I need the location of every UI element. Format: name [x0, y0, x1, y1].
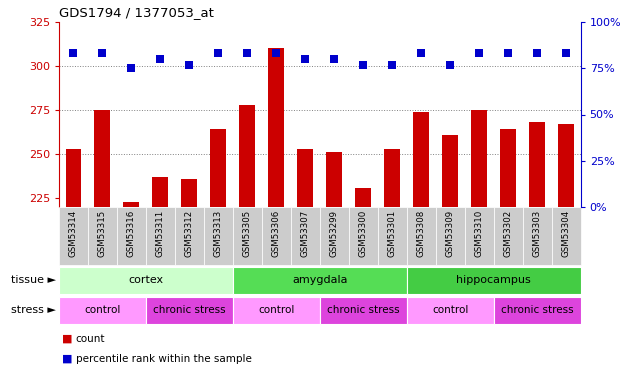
FancyBboxPatch shape: [407, 267, 581, 294]
Point: [271, 51, 281, 57]
Text: GSM53312: GSM53312: [185, 210, 194, 257]
Text: ■: ■: [62, 354, 73, 364]
Point: [329, 56, 339, 62]
FancyBboxPatch shape: [233, 207, 262, 265]
FancyBboxPatch shape: [233, 297, 320, 324]
Text: stress ►: stress ►: [11, 305, 56, 315]
Text: GSM53301: GSM53301: [388, 210, 397, 257]
FancyBboxPatch shape: [59, 297, 146, 324]
Bar: [297, 149, 313, 207]
Bar: [268, 48, 284, 207]
Text: hippocampus: hippocampus: [456, 275, 531, 285]
FancyBboxPatch shape: [59, 207, 88, 265]
Text: tissue ►: tissue ►: [11, 275, 56, 285]
Text: GSM53299: GSM53299: [330, 210, 339, 257]
Text: GSM53305: GSM53305: [243, 210, 252, 257]
Point: [214, 51, 224, 57]
Text: chronic stress: chronic stress: [327, 305, 399, 315]
FancyBboxPatch shape: [320, 297, 407, 324]
Bar: [355, 188, 371, 207]
Text: chronic stress: chronic stress: [501, 305, 573, 315]
Text: GSM53300: GSM53300: [359, 210, 368, 257]
Text: count: count: [76, 334, 106, 344]
Text: GSM53316: GSM53316: [127, 210, 136, 257]
Point: [301, 56, 310, 62]
Point: [155, 56, 165, 62]
FancyBboxPatch shape: [436, 207, 465, 265]
Point: [97, 51, 107, 57]
Text: GSM53308: GSM53308: [417, 210, 426, 257]
Text: control: control: [432, 305, 468, 315]
FancyBboxPatch shape: [291, 207, 320, 265]
Text: GSM53314: GSM53314: [69, 210, 78, 257]
Bar: [239, 105, 255, 207]
FancyBboxPatch shape: [204, 207, 233, 265]
Bar: [471, 110, 487, 207]
Text: ■: ■: [62, 334, 73, 344]
Point: [532, 51, 542, 57]
Bar: [327, 152, 342, 207]
Text: control: control: [258, 305, 294, 315]
Text: GSM53306: GSM53306: [272, 210, 281, 257]
FancyBboxPatch shape: [233, 267, 407, 294]
Text: GSM53311: GSM53311: [156, 210, 165, 257]
FancyBboxPatch shape: [349, 207, 378, 265]
FancyBboxPatch shape: [378, 207, 407, 265]
Point: [68, 51, 78, 57]
FancyBboxPatch shape: [494, 207, 523, 265]
Text: GSM53315: GSM53315: [98, 210, 107, 257]
FancyBboxPatch shape: [262, 207, 291, 265]
Point: [416, 51, 426, 57]
FancyBboxPatch shape: [117, 207, 146, 265]
FancyBboxPatch shape: [465, 207, 494, 265]
FancyBboxPatch shape: [523, 207, 551, 265]
Bar: [124, 202, 139, 207]
FancyBboxPatch shape: [407, 297, 494, 324]
Text: GSM53304: GSM53304: [561, 210, 571, 257]
Text: control: control: [84, 305, 120, 315]
Text: GSM53307: GSM53307: [301, 210, 310, 257]
FancyBboxPatch shape: [146, 297, 233, 324]
FancyBboxPatch shape: [175, 207, 204, 265]
Bar: [181, 179, 197, 207]
FancyBboxPatch shape: [407, 207, 436, 265]
Point: [358, 62, 368, 68]
Text: GDS1794 / 1377053_at: GDS1794 / 1377053_at: [59, 6, 214, 20]
FancyBboxPatch shape: [59, 267, 233, 294]
Text: GSM53302: GSM53302: [504, 210, 513, 257]
FancyBboxPatch shape: [320, 207, 349, 265]
Text: GSM53313: GSM53313: [214, 210, 223, 257]
Text: chronic stress: chronic stress: [153, 305, 225, 315]
Bar: [384, 149, 400, 207]
Point: [242, 51, 252, 57]
FancyBboxPatch shape: [146, 207, 175, 265]
Point: [503, 51, 513, 57]
Text: GSM53310: GSM53310: [474, 210, 484, 257]
Text: percentile rank within the sample: percentile rank within the sample: [76, 354, 252, 364]
Bar: [152, 177, 168, 207]
Bar: [211, 129, 226, 207]
Text: cortex: cortex: [129, 275, 163, 285]
FancyBboxPatch shape: [494, 297, 581, 324]
Text: amygdala: amygdala: [292, 275, 348, 285]
Bar: [94, 110, 111, 207]
Point: [127, 65, 137, 71]
Point: [388, 62, 397, 68]
Point: [474, 51, 484, 57]
FancyBboxPatch shape: [88, 207, 117, 265]
Point: [184, 62, 194, 68]
Text: GSM53303: GSM53303: [533, 210, 542, 257]
Point: [561, 51, 571, 57]
Bar: [66, 149, 81, 207]
Bar: [529, 122, 545, 207]
Point: [445, 62, 455, 68]
Bar: [501, 129, 516, 207]
FancyBboxPatch shape: [551, 207, 581, 265]
Text: GSM53309: GSM53309: [446, 210, 455, 257]
Bar: [558, 124, 574, 207]
Bar: [442, 135, 458, 207]
Bar: [414, 112, 429, 207]
